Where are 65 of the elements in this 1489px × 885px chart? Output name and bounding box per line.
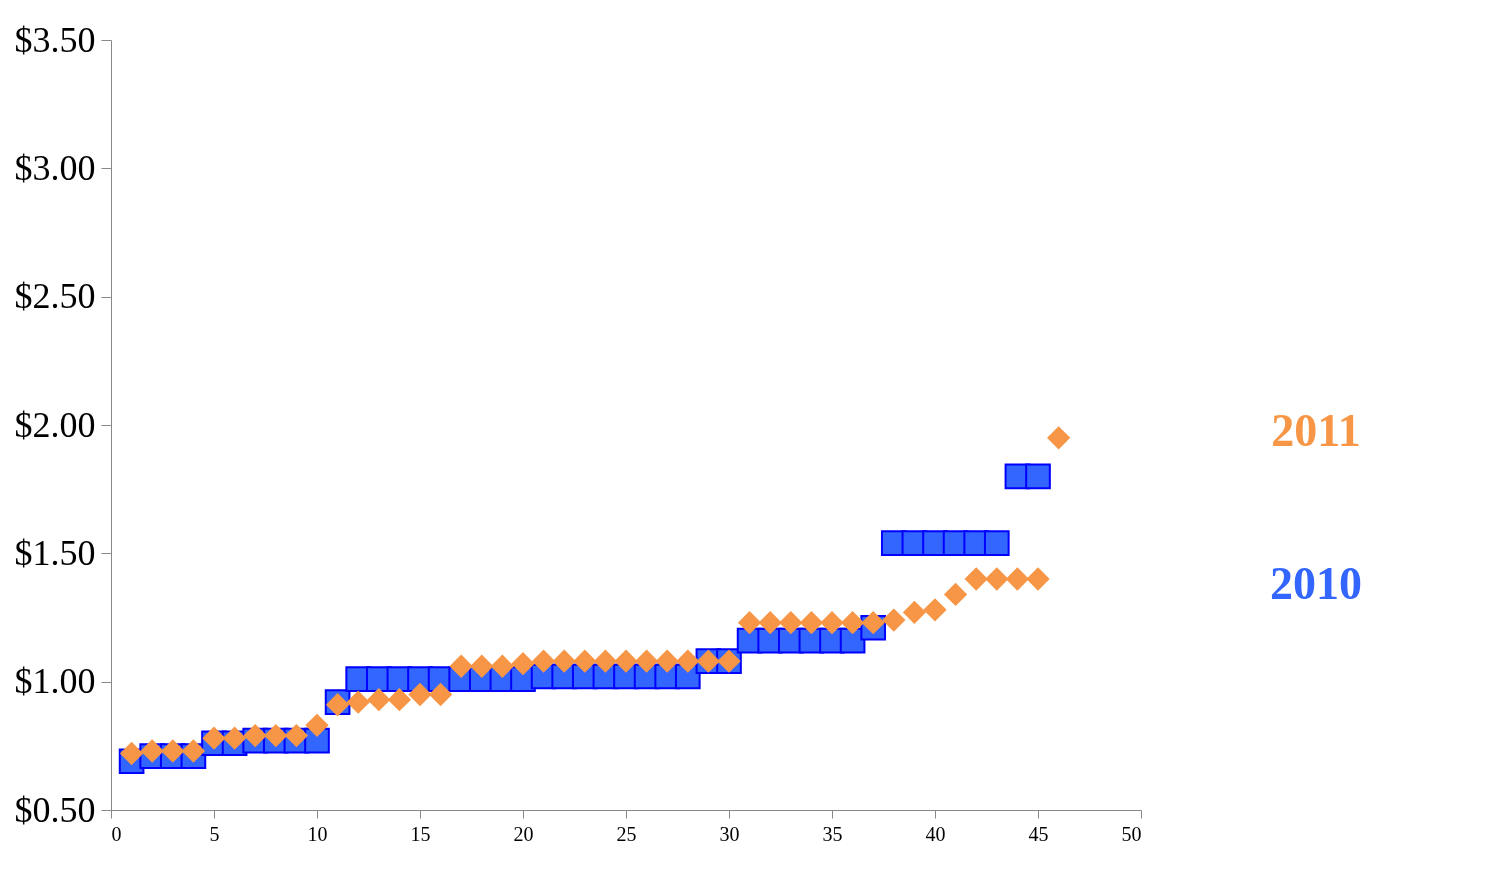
- point: [305, 714, 329, 737]
- text: 2011: [1271, 405, 1361, 456]
- point: [635, 649, 658, 673]
- point: [429, 683, 452, 706]
- point: [161, 739, 185, 763]
- point: [285, 724, 308, 747]
- point: [861, 611, 885, 634]
- point: [841, 611, 864, 634]
- point: [264, 724, 288, 747]
- point: [223, 726, 246, 750]
- point: [676, 649, 700, 673]
- point: [140, 739, 164, 763]
- text: 2010: [1270, 558, 1362, 609]
- point: [182, 739, 205, 763]
- x-tick-label: 20: [513, 822, 534, 845]
- x-tick-label: 0: [111, 822, 122, 845]
- y-tick-label: $0.50: [14, 789, 96, 830]
- point: [491, 655, 514, 678]
- point: [985, 567, 1009, 591]
- point: [944, 583, 967, 606]
- point: [1026, 567, 1050, 591]
- x-tick-label: 30: [719, 822, 740, 845]
- point: [758, 611, 782, 634]
- x-tick-label: 40: [925, 822, 946, 845]
- point: [449, 655, 473, 678]
- point: [532, 649, 555, 673]
- x-tick-label: 50: [1121, 822, 1142, 845]
- point: [346, 690, 370, 714]
- y-tick-label: $1.50: [14, 532, 96, 573]
- x-tick-label: 45: [1028, 822, 1049, 845]
- point: [243, 724, 267, 747]
- point: [614, 649, 638, 673]
- point: [800, 611, 823, 634]
- point: [367, 688, 391, 711]
- point: [594, 649, 617, 673]
- y-tick-label: $3.00: [14, 147, 96, 188]
- point: [552, 649, 576, 673]
- x-tick-label: 5: [209, 822, 220, 845]
- point: [820, 611, 844, 634]
- point: [903, 601, 926, 624]
- y-tick-label: $3.50: [14, 19, 96, 60]
- point: [1025, 463, 1051, 490]
- point: [1047, 426, 1070, 450]
- y-tick-label: $1.00: [14, 661, 96, 702]
- point: [655, 649, 679, 673]
- point: [738, 611, 761, 634]
- point: [470, 655, 494, 678]
- point: [511, 652, 535, 675]
- point: [120, 742, 143, 765]
- point: [882, 608, 906, 632]
- point: [1006, 567, 1029, 591]
- point: [408, 683, 432, 706]
- x-tick-label: 25: [616, 822, 637, 845]
- point: [573, 649, 597, 673]
- x-tick-label: 35: [822, 822, 843, 845]
- point: [923, 598, 947, 622]
- point: [779, 611, 803, 634]
- y-tick-label: $2.50: [14, 276, 96, 317]
- point: [983, 530, 1010, 556]
- x-tick-label: 15: [410, 822, 431, 845]
- x-tick-label: 10: [307, 822, 328, 845]
- point: [964, 567, 988, 591]
- point: [202, 726, 226, 750]
- point: [388, 688, 411, 711]
- y-tick-label: $2.00: [14, 404, 96, 445]
